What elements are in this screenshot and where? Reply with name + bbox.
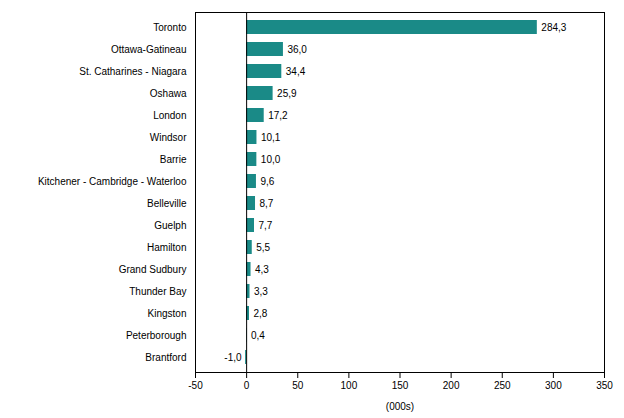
svg-text:Ottawa-Gatineau: Ottawa-Gatineau <box>111 44 187 55</box>
svg-text:10,1: 10,1 <box>261 132 281 143</box>
svg-text:34,4: 34,4 <box>286 66 306 77</box>
svg-text:Windsor: Windsor <box>150 132 187 143</box>
svg-text:Kitchener - Cambridge - Waterl: Kitchener - Cambridge - Waterloo <box>38 176 187 187</box>
svg-text:-50: -50 <box>188 380 203 391</box>
svg-text:250: 250 <box>494 380 511 391</box>
svg-text:50: 50 <box>292 380 304 391</box>
svg-text:36,0: 36,0 <box>287 44 307 55</box>
svg-text:Barrie: Barrie <box>160 154 187 165</box>
svg-text:Oshawa: Oshawa <box>150 88 187 99</box>
svg-text:2,8: 2,8 <box>253 308 267 319</box>
svg-text:4,3: 4,3 <box>255 264 269 275</box>
svg-text:-1,0: -1,0 <box>224 352 242 363</box>
svg-text:3,3: 3,3 <box>254 286 268 297</box>
svg-text:Brantford: Brantford <box>145 352 186 363</box>
svg-text:284,3: 284,3 <box>541 22 566 33</box>
svg-text:0,4: 0,4 <box>251 330 265 341</box>
svg-text:Guelph: Guelph <box>154 220 186 231</box>
svg-text:300: 300 <box>545 380 562 391</box>
svg-text:(000s): (000s) <box>386 401 414 412</box>
svg-text:Kingston: Kingston <box>148 308 187 319</box>
svg-text:Peterborough: Peterborough <box>126 330 187 341</box>
svg-text:0: 0 <box>244 380 250 391</box>
svg-text:London: London <box>153 110 186 121</box>
svg-text:7,7: 7,7 <box>258 220 272 231</box>
svg-text:200: 200 <box>443 380 460 391</box>
svg-text:25,9: 25,9 <box>277 88 297 99</box>
svg-text:17,2: 17,2 <box>268 110 288 121</box>
svg-text:100: 100 <box>341 380 358 391</box>
svg-text:10,0: 10,0 <box>261 154 281 165</box>
svg-text:Belleville: Belleville <box>147 198 187 209</box>
svg-text:9,6: 9,6 <box>260 176 274 187</box>
svg-text:Hamilton: Hamilton <box>147 242 186 253</box>
svg-text:350: 350 <box>596 380 613 391</box>
svg-text:150: 150 <box>392 380 409 391</box>
svg-text:Thunder Bay: Thunder Bay <box>129 286 186 297</box>
svg-text:Toronto: Toronto <box>153 22 187 33</box>
svg-text:5,5: 5,5 <box>256 242 270 253</box>
svg-text:8,7: 8,7 <box>260 198 274 209</box>
svg-text:Grand Sudbury: Grand Sudbury <box>119 264 187 275</box>
svg-text:St. Catharines - Niagara: St. Catharines - Niagara <box>79 66 187 77</box>
